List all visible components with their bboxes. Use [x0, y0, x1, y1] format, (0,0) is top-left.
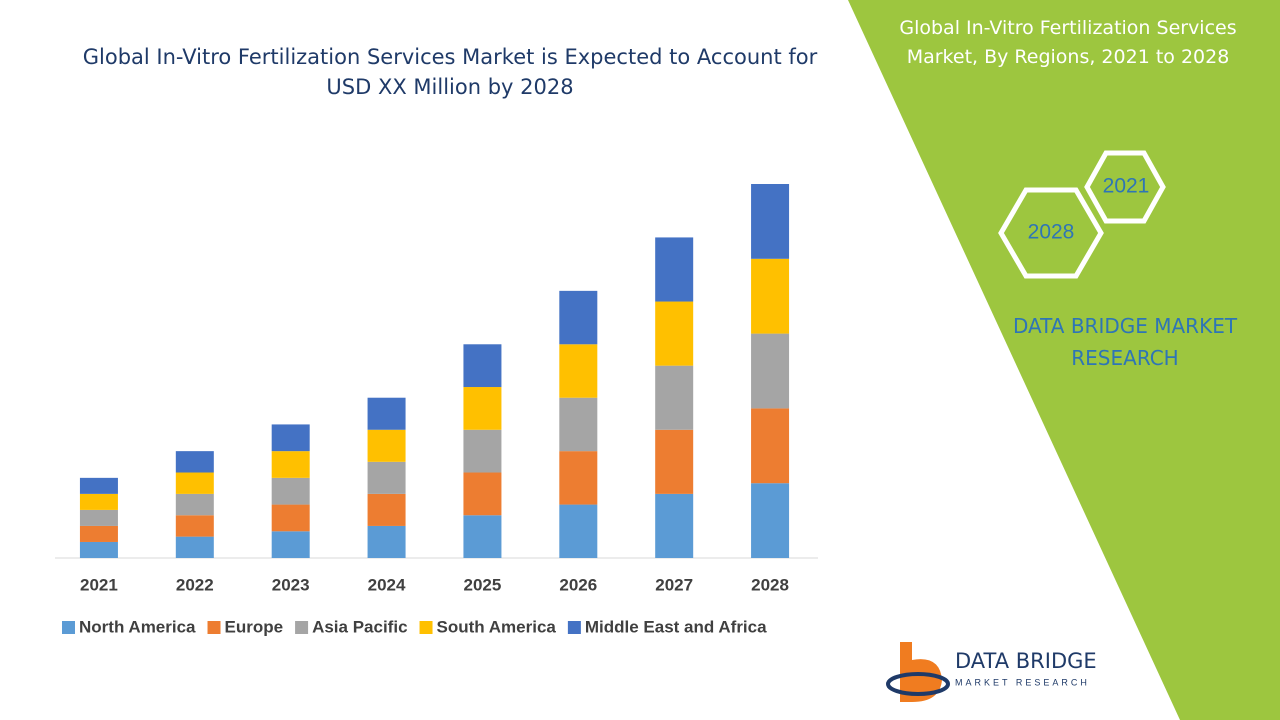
legend-label: Europe — [225, 617, 284, 636]
logo: DATA BRIDGE MARKET RESEARCH — [886, 642, 1097, 702]
legend-swatch — [295, 621, 309, 634]
side-title: Global In-Vitro Fertilization Services M… — [899, 17, 1237, 68]
x-tick-label: 2026 — [559, 575, 597, 594]
bar-segment — [751, 258, 790, 334]
x-tick-label: 2022 — [176, 575, 214, 594]
legend-label: South America — [437, 617, 557, 636]
bar-segment — [79, 541, 118, 558]
logo-mark — [900, 642, 942, 702]
hexagon-label: 2021 — [1103, 175, 1150, 198]
legend-label: Asia Pacific — [312, 617, 407, 636]
hexagon — [1084, 150, 1166, 224]
legend-swatch — [567, 621, 581, 634]
x-tick-label: 2024 — [368, 575, 406, 594]
bar-segment — [79, 509, 118, 526]
bar-segment — [751, 333, 790, 409]
bar-segment — [559, 397, 598, 452]
bar-segment — [367, 429, 406, 462]
bar-segment — [559, 451, 598, 505]
bar-segment — [175, 515, 214, 537]
bar-segment — [655, 365, 694, 430]
x-tick-label: 2021 — [80, 575, 118, 594]
bar-segment — [271, 477, 310, 505]
x-tick-label: 2023 — [272, 575, 310, 594]
x-tick-label: 2025 — [464, 575, 502, 594]
legend-swatch — [207, 621, 221, 634]
bar-segment — [79, 525, 118, 542]
bar-segment — [463, 344, 502, 388]
bar-segment — [175, 451, 214, 473]
bar-segment — [463, 387, 502, 430]
bar-segment — [367, 397, 406, 430]
legend-swatch — [62, 621, 75, 634]
brand-text: DATA BRIDGE MARKET RESEARCH — [1012, 314, 1238, 370]
bar-segment — [559, 504, 598, 558]
side-title-box: Global In-Vitro Fertilization Services M… — [899, 17, 1237, 68]
bar-segment — [271, 531, 310, 558]
hexagon — [998, 187, 1104, 279]
bar-segment — [367, 493, 406, 526]
x-tick-label: 2028 — [751, 575, 789, 594]
x-tick-label: 2027 — [655, 575, 693, 594]
bar-segment — [463, 472, 502, 516]
side-panel — [848, 0, 1280, 720]
legend-swatch — [419, 621, 433, 634]
bar-segment — [655, 301, 694, 366]
bar-segment — [655, 493, 694, 558]
bar-segment — [79, 477, 118, 494]
chart-title: Global In-Vitro Fertilization Services M… — [82, 45, 818, 99]
legend-label: Middle East and Africa — [585, 617, 767, 636]
bar-segment — [175, 493, 214, 516]
hexagon-label: 2028 — [1028, 221, 1075, 244]
brand-box: DATA BRIDGE MARKET RESEARCH — [1012, 314, 1238, 370]
bar-segment — [751, 483, 790, 558]
bar-segment — [271, 424, 310, 452]
bar-segment — [175, 536, 214, 558]
bar-segment — [655, 237, 694, 302]
bar-segment — [175, 472, 214, 494]
bar-segment — [271, 504, 310, 532]
bar-segment — [271, 451, 310, 478]
bar-segment — [751, 184, 790, 259]
bar-segment — [559, 344, 598, 398]
bar-segment — [79, 493, 118, 510]
bar-segment — [367, 461, 406, 494]
bar-segment — [367, 525, 406, 558]
logo-ring — [886, 672, 950, 696]
bar-segment — [559, 290, 598, 345]
logo-name: DATA BRIDGE — [955, 649, 1097, 673]
bar-segment — [751, 408, 790, 484]
legend-label: North America — [79, 617, 196, 636]
bar-segment — [463, 515, 502, 558]
bar-segment — [655, 429, 694, 494]
logo-tagline: MARKET RESEARCH — [955, 677, 1090, 687]
bar-segment — [463, 429, 502, 473]
title-box: Global In-Vitro Fertilization Services M… — [82, 45, 818, 99]
